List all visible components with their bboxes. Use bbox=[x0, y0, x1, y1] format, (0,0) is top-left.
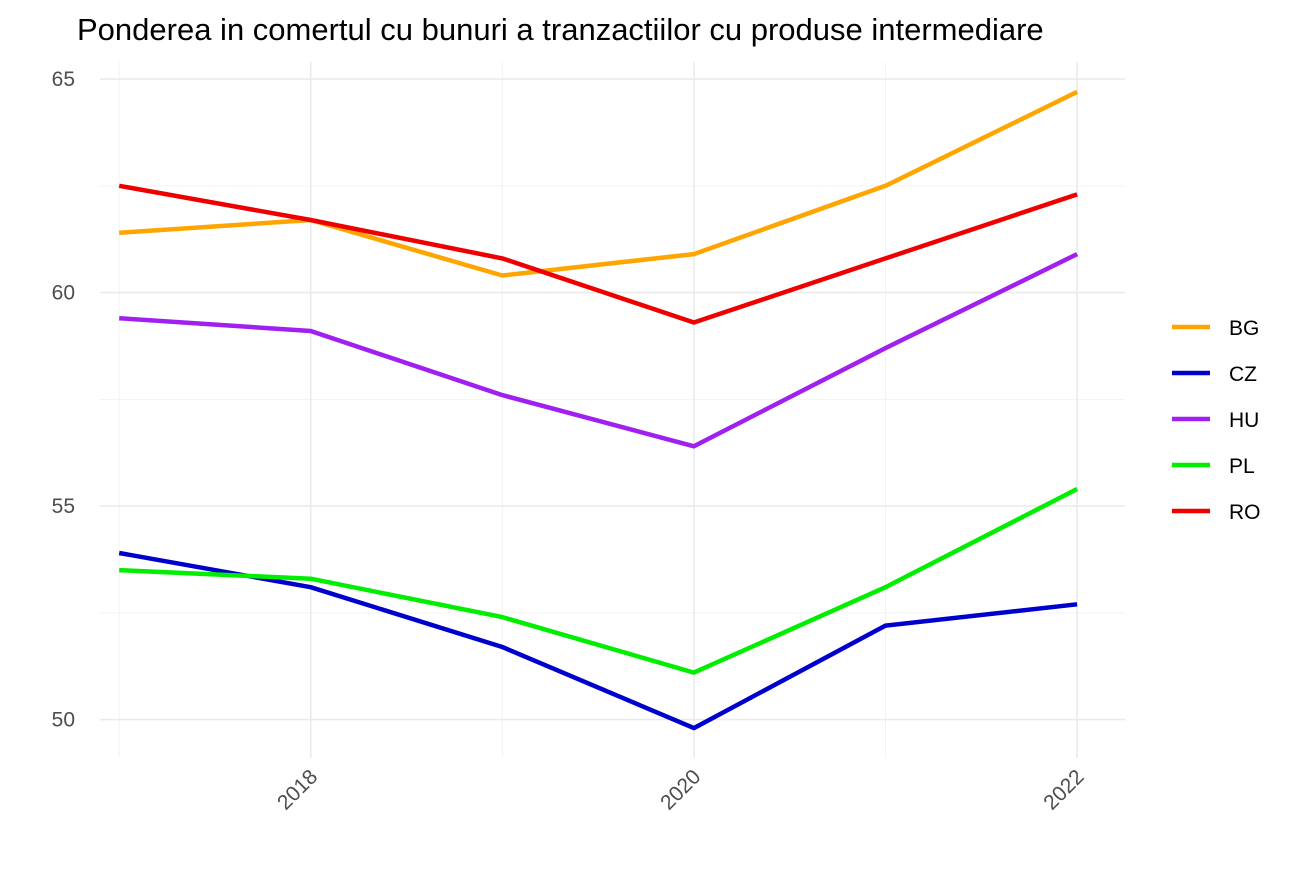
y-tick-label: 60 bbox=[52, 282, 75, 305]
series-line-hu bbox=[119, 252, 1079, 449]
legend: BG CZ HU PL RO bbox=[1172, 317, 1261, 524]
chart-title: Ponderea in comertul cu bunuri a tranzac… bbox=[77, 12, 1044, 47]
grid bbox=[100, 62, 1125, 758]
series-line-pl bbox=[119, 486, 1079, 675]
x-tick-label: 2020 bbox=[656, 765, 705, 814]
series-line-ro bbox=[118, 183, 1078, 325]
legend-label-bg: BG bbox=[1229, 317, 1259, 340]
series-line-bg bbox=[119, 89, 1079, 278]
series-line-cz bbox=[118, 550, 1078, 731]
y-tick-label: 65 bbox=[52, 68, 75, 91]
legend-label-ro: RO bbox=[1229, 501, 1261, 524]
y-tick-label: 50 bbox=[52, 709, 75, 732]
legend-label-cz: CZ bbox=[1229, 363, 1257, 386]
series-lines bbox=[118, 89, 1079, 731]
y-axis: 50 55 60 65 bbox=[52, 68, 75, 731]
x-tick-label: 2022 bbox=[1039, 765, 1088, 814]
x-tick-label: 2018 bbox=[273, 765, 322, 814]
legend-label-hu: HU bbox=[1229, 409, 1259, 432]
y-tick-label: 55 bbox=[52, 495, 75, 518]
x-axis: 2018 2020 2022 bbox=[273, 765, 1089, 814]
legend-label-pl: PL bbox=[1229, 455, 1255, 478]
